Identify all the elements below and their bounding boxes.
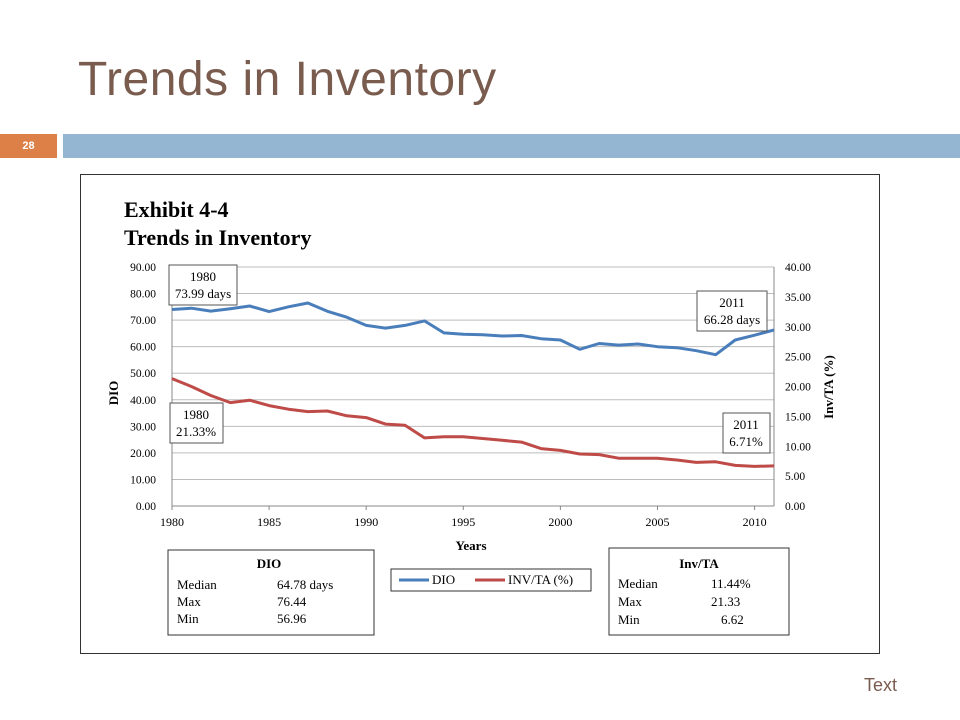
stats-inv-value: 21.33 <box>711 594 740 609</box>
y-tick-label: 40.00 <box>130 395 156 407</box>
x-tick-label: 1985 <box>257 515 281 529</box>
annotation-inv-start-value: 21.33% <box>176 424 216 439</box>
chart-subtitle: Trends in Inventory <box>124 225 311 250</box>
stats-inv-value: 11.44% <box>711 576 751 591</box>
x-tick-label: 2000 <box>548 515 572 529</box>
y2-tick-label: 5.00 <box>785 471 805 483</box>
legend-label-dio: DIO <box>432 572 455 587</box>
y-tick-label: 50.00 <box>130 368 156 380</box>
y2-axis-label: Inv/TA (%) <box>821 355 836 419</box>
stats-dio-value: 56.96 <box>277 611 307 626</box>
y-tick-label: 20.00 <box>130 448 156 460</box>
series-line-dio <box>171 301 775 357</box>
chart-grid <box>171 266 775 507</box>
y2-tick-label: 0.00 <box>785 501 805 513</box>
stats-inv-label: Median <box>618 576 658 591</box>
slide-number-badge: 28 <box>0 134 57 158</box>
y2-tick-label: 10.00 <box>785 441 811 453</box>
stats-box-inv: Inv/TA Median 11.44% Max 21.33 Min 6.62 <box>608 547 790 636</box>
annotation-dio-start-value: 73.99 days <box>175 286 231 301</box>
stats-dio-label: Median <box>177 577 217 592</box>
y-tick-label: 10.00 <box>130 474 156 486</box>
stats-dio-value: 76.44 <box>277 594 307 609</box>
stats-dio-label: Max <box>177 594 201 609</box>
footer-text: Text <box>864 675 898 695</box>
y2-tick-label: 15.00 <box>785 411 811 423</box>
y-axis-left: 90.00 80.00 70.00 60.00 50.00 40.00 30.00 20.00… <box>130 262 156 513</box>
stats-inv-label: Min <box>618 612 640 627</box>
chart-title: Exhibit 4-4 <box>124 197 229 222</box>
exhibit-chart: Exhibit 4-4 Trends in Inventory 90.00 80.… <box>106 197 836 636</box>
x-axis: 1980 1985 1990 1995 2000 2005 2010 <box>160 506 767 529</box>
stats-inv-title: Inv/TA <box>679 556 719 571</box>
y-tick-label: 90.00 <box>130 262 156 274</box>
y2-tick-label: 35.00 <box>785 292 811 304</box>
y-axis-label: DIO <box>106 381 121 406</box>
annotation-dio-end-value: 66.28 days <box>704 312 760 327</box>
x-tick-label: 2005 <box>645 515 669 529</box>
y-tick-label: 80.00 <box>130 289 156 301</box>
annotation-inv-end: 2011 6.71% <box>722 412 771 454</box>
annotation-dio-start-year: 1980 <box>190 269 216 284</box>
annotation-inv-end-year: 2011 <box>733 417 759 432</box>
annotation-dio-end-year: 2011 <box>719 295 745 310</box>
x-tick-label: 1995 <box>451 515 475 529</box>
slide-title: Trends in Inventory <box>78 53 497 106</box>
x-tick-label: 1990 <box>354 515 378 529</box>
series-group <box>171 301 775 468</box>
y2-tick-label: 40.00 <box>785 262 811 274</box>
chart-frame: Exhibit 4-4 Trends in Inventory 90.00 80.… <box>80 174 880 654</box>
annotation-inv-end-value: 6.71% <box>729 434 763 449</box>
x-axis-label: Years <box>455 538 486 553</box>
y-tick-label: 70.00 <box>130 315 156 327</box>
annotation-inv-start-year: 1980 <box>183 407 209 422</box>
stats-dio-title: DIO <box>257 556 282 571</box>
stats-inv-value: 6.62 <box>721 612 744 627</box>
y2-tick-label: 20.00 <box>785 382 811 394</box>
y-tick-label: 60.00 <box>130 342 156 354</box>
stats-inv-label: Max <box>618 594 642 609</box>
stats-box-dio: DIO Median 64.78 days Max 76.44 Min 56.9… <box>167 549 375 636</box>
y-axis-right: 40.00 35.00 30.00 25.00 20.00 15.00 10.00 5.00 0… <box>785 262 811 513</box>
title-divider-bar <box>63 134 960 158</box>
chart-legend: DIO INV/TA (%) <box>390 568 592 592</box>
annotation-dio-start: 1980 73.99 days <box>168 264 238 306</box>
stats-dio-label: Min <box>177 611 199 626</box>
legend-label-inv: INV/TA (%) <box>508 572 573 587</box>
x-tick-label: 1980 <box>160 515 184 529</box>
annotation-inv-start: 1980 21.33% <box>169 402 224 444</box>
y2-tick-label: 30.00 <box>785 322 811 334</box>
series-line-inv-ta <box>171 377 775 468</box>
y-tick-label: 0.00 <box>136 501 156 513</box>
y-tick-label: 30.00 <box>130 421 156 433</box>
x-tick-label: 2010 <box>743 515 767 529</box>
stats-dio-value: 64.78 days <box>277 577 333 592</box>
annotation-dio-end: 2011 66.28 days <box>696 290 768 332</box>
y2-tick-label: 25.00 <box>785 352 811 364</box>
